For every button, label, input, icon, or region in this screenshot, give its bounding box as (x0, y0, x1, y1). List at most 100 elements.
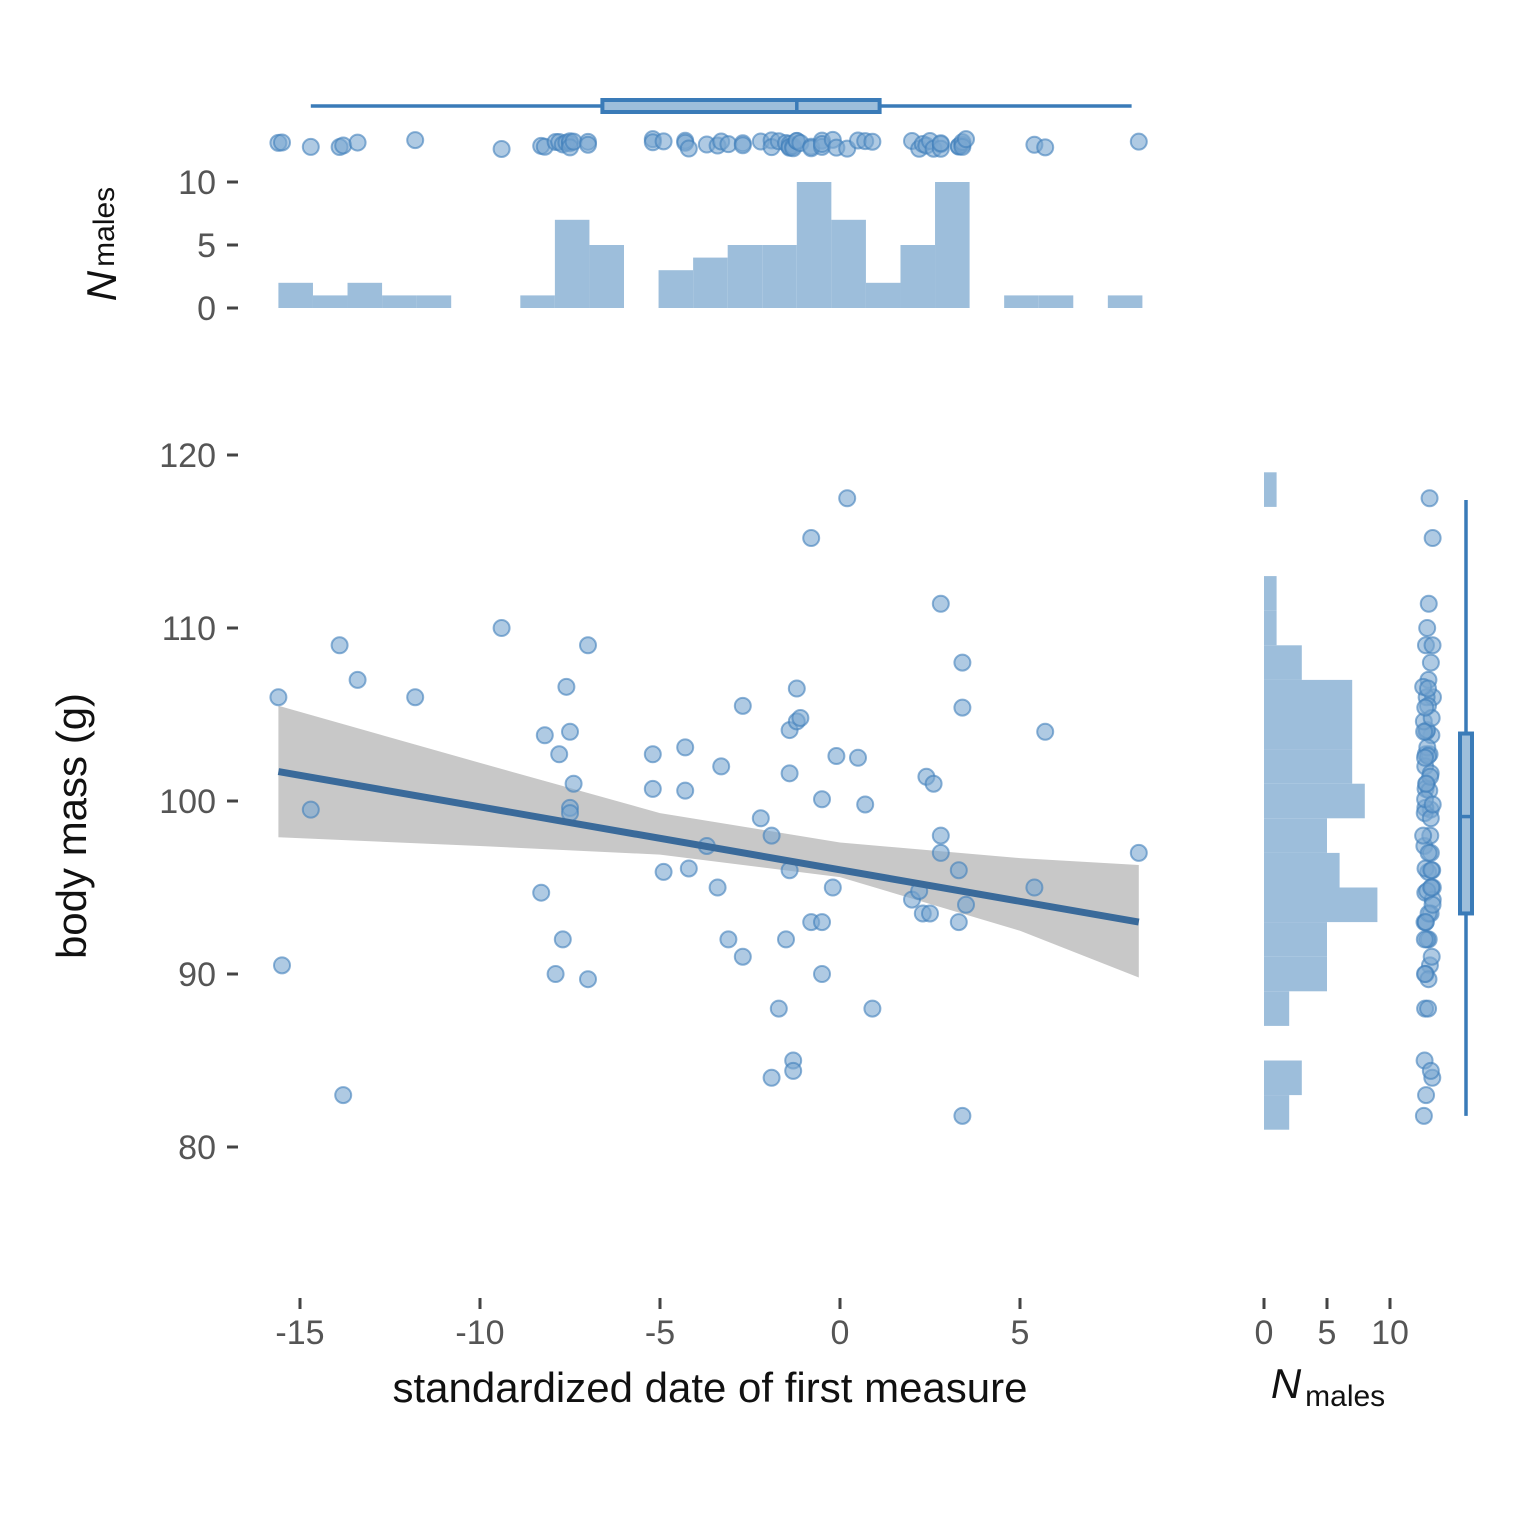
right-histogram-bar (1264, 472, 1277, 507)
top-marginal-point (334, 136, 353, 155)
x-tick-label: 5 (1011, 1314, 1030, 1352)
top-histogram-bar (520, 295, 555, 308)
right-histogram-bar (1264, 610, 1277, 646)
data-point (676, 738, 695, 757)
data-point (676, 781, 695, 800)
top-histogram-bar (796, 182, 832, 308)
right-histogram-bar (1264, 956, 1327, 992)
right-marginal-point (1419, 679, 1438, 698)
top-histogram-bar (693, 257, 728, 308)
right-marginal-point (1415, 722, 1434, 741)
top-histogram-bar (727, 245, 763, 308)
data-point (561, 722, 579, 741)
right-histogram-x-title-main: N (1271, 1360, 1302, 1407)
data-point (780, 764, 799, 783)
data-point (579, 636, 597, 655)
top-marginal-point (679, 139, 698, 158)
top-marginal-point (301, 137, 320, 156)
top-boxplot (310, 98, 1132, 114)
y-tick-label: 120 (159, 437, 216, 475)
x-tick-label: -10 (455, 1314, 504, 1352)
data-point (813, 913, 831, 932)
right-box-body (1458, 731, 1474, 916)
top-marginal-point (957, 130, 975, 149)
regression-line-path (277, 768, 1140, 926)
top-histogram-bar (382, 295, 417, 308)
data-point (719, 930, 738, 949)
data-point (856, 795, 875, 814)
right-histogram (1264, 472, 1378, 1130)
right-marginal-point (1419, 999, 1438, 1018)
data-point (579, 970, 597, 989)
data-point (838, 489, 857, 508)
x-tick-label: -5 (645, 1314, 675, 1352)
top-y-tick-label: 5 (197, 227, 216, 265)
right-histogram-bar (1264, 852, 1340, 888)
data-point (931, 826, 950, 845)
data-point (532, 883, 551, 902)
top-marginal-point (579, 135, 597, 154)
top-histogram-y-axis: 0 5 10 (178, 164, 238, 328)
right-histogram-bar (1264, 576, 1277, 611)
data-point (949, 913, 968, 932)
right-histogram-bar (1264, 679, 1353, 715)
data-point (269, 688, 288, 707)
data-point (708, 878, 727, 897)
data-point (1129, 843, 1148, 862)
top-histogram-bar (1038, 295, 1074, 308)
data-point (953, 698, 972, 717)
scatter-points (269, 489, 1148, 1125)
top-marginal-point (406, 131, 425, 150)
data-point (931, 843, 950, 862)
data-point (348, 670, 367, 689)
right-marginal-point (1415, 748, 1434, 767)
data-point (931, 594, 950, 613)
data-point (813, 790, 831, 809)
y-tick-label: 80 (178, 1129, 216, 1167)
right-histogram-bar (1264, 714, 1353, 750)
top-marginal-point (492, 139, 511, 158)
top-y-tick-label: 10 (178, 164, 216, 202)
right-x-tick-label: 5 (1318, 1314, 1337, 1352)
data-point (802, 529, 821, 548)
top-marginal-point (273, 133, 291, 152)
data-point (546, 965, 565, 983)
x-tick-label: -15 (275, 1314, 324, 1352)
top-marginal-points (269, 130, 1148, 158)
right-marginal-point (1422, 878, 1441, 897)
data-point (679, 859, 698, 878)
x-tick-label: 0 (831, 1314, 850, 1352)
x-axis: -15 -10 -5 0 5 (275, 1298, 1029, 1352)
top-histogram-bar (1107, 295, 1143, 308)
right-marginal-point (1415, 930, 1434, 949)
right-marginal-points (1414, 489, 1442, 1125)
top-histogram-bar (900, 245, 936, 308)
right-marginal-point (1415, 965, 1434, 983)
y-axis: 80 90 100 110 120 (159, 437, 238, 1167)
top-marginal-point (733, 136, 752, 155)
right-marginal-point (1421, 1061, 1440, 1080)
data-point (849, 748, 867, 767)
top-histogram-bar (589, 245, 624, 308)
data-point (762, 826, 781, 845)
data-point (827, 747, 846, 766)
data-point (733, 696, 752, 715)
right-marginal-point (1423, 636, 1442, 655)
data-point (712, 757, 731, 776)
data-point (301, 800, 320, 819)
top-histogram-bar (935, 182, 970, 308)
data-point (643, 745, 662, 764)
right-x-tick-label: 0 (1255, 1314, 1274, 1352)
y-axis-title: body mass (g) (48, 693, 95, 959)
top-histogram-bar (658, 270, 694, 308)
data-point (953, 653, 972, 672)
right-histogram-bar (1264, 991, 1290, 1026)
data-point (953, 1106, 972, 1125)
top-histogram-bar (865, 282, 901, 308)
top-marginal-point (348, 133, 367, 152)
data-point (1036, 722, 1055, 741)
right-histogram-bar (1264, 783, 1365, 819)
right-marginal-point (1422, 947, 1441, 966)
